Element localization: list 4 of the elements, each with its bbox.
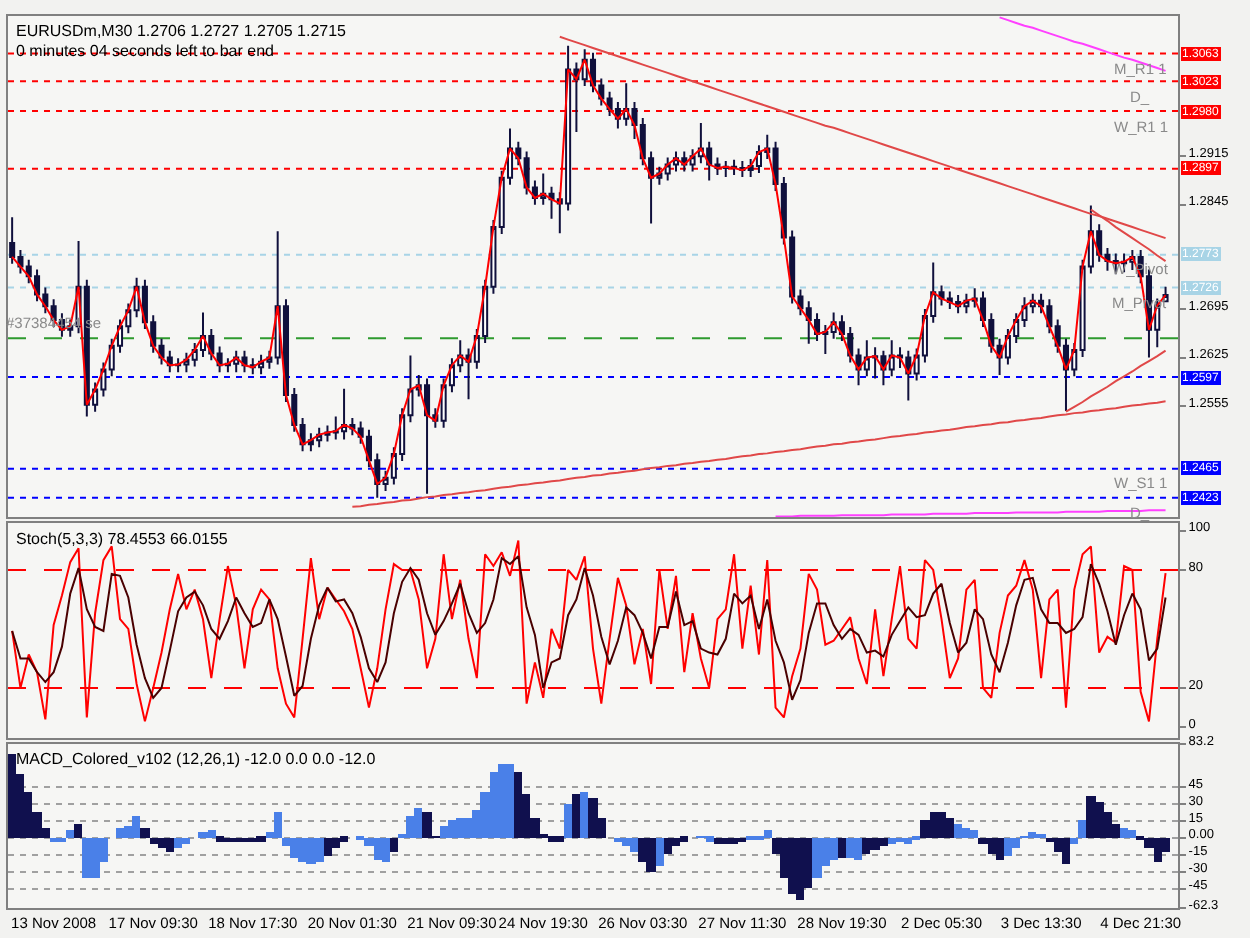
text: 0 minutes 04 seconds left to bar end [16, 42, 274, 60]
chart-title: MACD_Colored_v102 (12,26,1) -12.0 0.0 0.0 -12.0 [16, 750, 377, 768]
chart-title: EURUSDm,M30 1.2706 1.2727 1.2705 1.2715 [16, 22, 348, 40]
chart-title: Stoch(5,3,3) 78.4553 66.0155 [16, 530, 229, 548]
